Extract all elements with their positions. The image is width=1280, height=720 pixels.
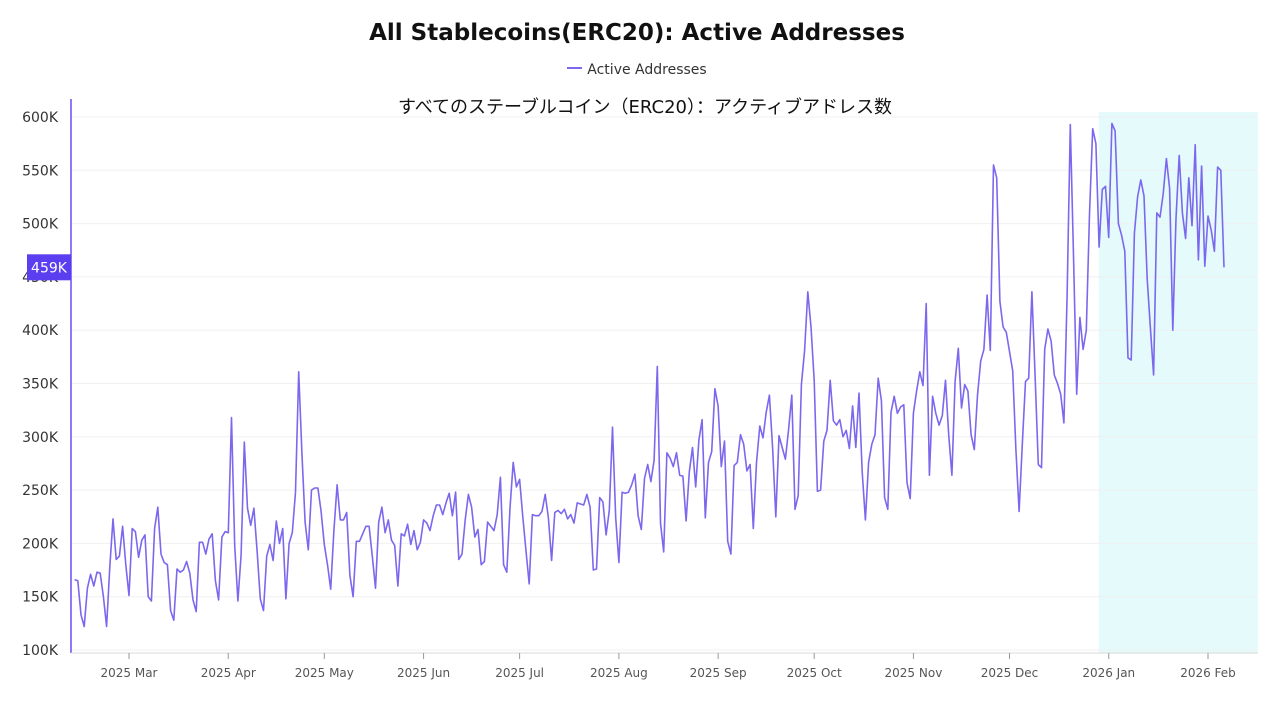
x-tick-label: 2025 Jul <box>495 666 544 680</box>
chart-subtitle: すべてのステーブルコイン（ERC20）：アクティブアドレス数 <box>397 97 893 118</box>
y-tick-label: 600K <box>22 110 59 126</box>
y-tick-label: 150K <box>22 590 59 606</box>
x-tick-label: 2025 Apr <box>201 666 256 680</box>
y-tick-label: 350K <box>22 377 59 393</box>
y-tick-label: 100K <box>22 643 59 659</box>
y-tick-label: 200K <box>22 536 59 552</box>
x-tick-label: 2026 Feb <box>1180 666 1236 680</box>
x-tick-label: 2025 May <box>295 666 354 680</box>
highlight-region <box>1098 112 1258 653</box>
legend-swatch <box>567 67 583 69</box>
x-tick-label: 2025 Mar <box>101 666 158 680</box>
y-tick-label: 250K <box>22 483 59 499</box>
x-tick-label: 2025 Dec <box>981 666 1039 680</box>
current-value-label: 459K <box>31 260 68 276</box>
x-tick-label: 2025 Oct <box>787 666 842 680</box>
x-tick-label: 2025 Jun <box>397 666 450 680</box>
x-tick-label: 2025 Aug <box>590 666 648 680</box>
x-tick-label: 2026 Jan <box>1082 666 1135 680</box>
chart-title: All Stablecoins(ERC20): Active Addresses <box>369 20 905 46</box>
y-tick-label: 300K <box>22 430 59 446</box>
legend[interactable]: Active Addresses <box>0 62 1274 78</box>
current-value-marker <box>27 254 71 281</box>
legend-label: Active Addresses <box>587 62 707 78</box>
x-tick-label: 2025 Nov <box>885 666 943 680</box>
series-line-active-addresses <box>74 122 1225 628</box>
y-tick-label: 500K <box>22 217 59 233</box>
y-tick-label: 400K <box>22 323 59 339</box>
x-tick-label: 2025 Sep <box>690 666 747 680</box>
y-tick-label: 550K <box>22 163 59 179</box>
